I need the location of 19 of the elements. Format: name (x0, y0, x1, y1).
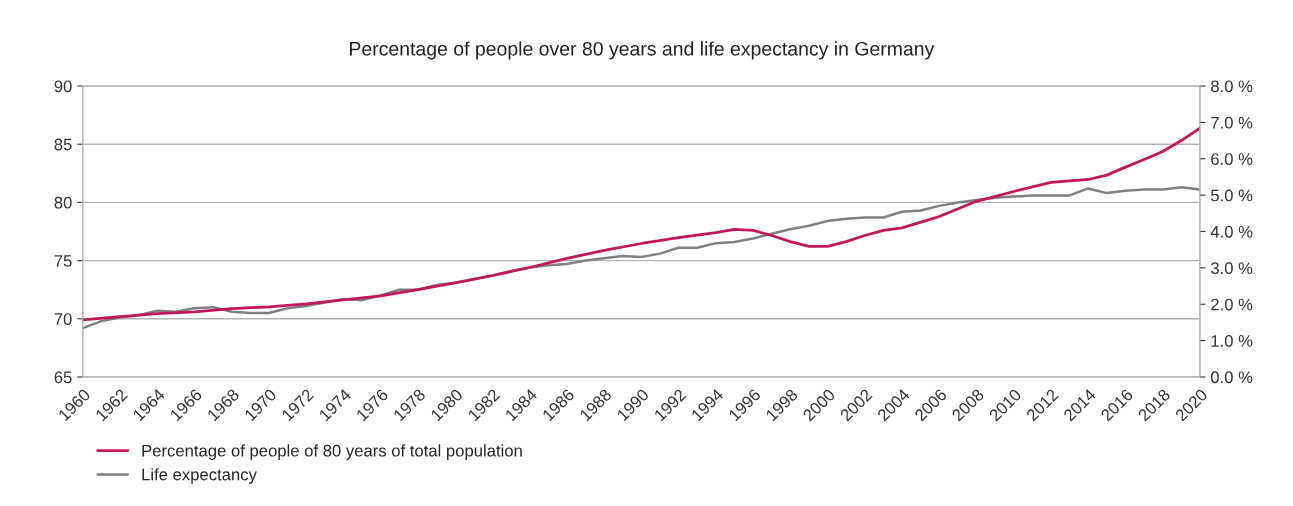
y2-tick-label: 1.0 % (1211, 335, 1253, 347)
y-tick-label: 90 (54, 80, 72, 93)
y2-tick-label: 6.0 % (1211, 153, 1253, 165)
y-tick-label: 75 (54, 255, 72, 267)
line-series (82, 126, 1200, 322)
chart-title: Percentage of people over 80 years and life expectancy in Germany (350, 41, 935, 60)
y2-tick-label: 2.0 % (1211, 298, 1253, 311)
y2-tick-label: 0.0 % (1210, 371, 1253, 384)
y-tick-label: 85 (54, 138, 72, 151)
y2-tick-label: 7.0 % (1211, 116, 1253, 129)
y-tick-label: 65 (54, 371, 72, 384)
y2-tick-label: 4.0 % (1210, 225, 1253, 238)
legend-label: Life expectancy (142, 468, 257, 484)
legend-label: Percentage of people of 80 years of total population (142, 444, 522, 460)
y2-tick-label: 8.0 % (1211, 80, 1253, 93)
y-tick-label: 70 (54, 313, 72, 325)
y-tick-label: 80 (54, 196, 72, 209)
y2-tick-label: 3.0 % (1210, 262, 1253, 275)
y2-tick-label: 5.0 % (1210, 189, 1253, 202)
